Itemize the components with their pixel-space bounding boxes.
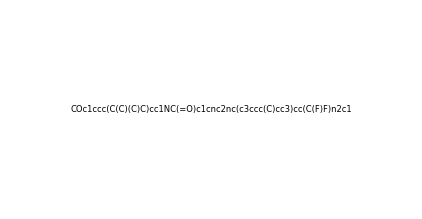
- Text: COc1ccc(C(C)(C)C)cc1NC(=O)c1cnc2nc(c3ccc(C)cc3)cc(C(F)F)n2c1: COc1ccc(C(C)(C)C)cc1NC(=O)c1cnc2nc(c3ccc…: [70, 105, 352, 114]
